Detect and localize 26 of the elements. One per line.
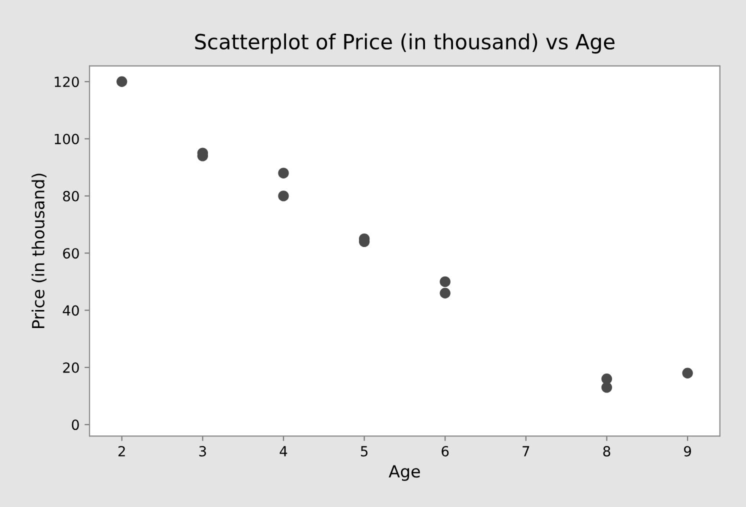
point xyxy=(440,288,450,298)
y-tick-label: 80 xyxy=(63,190,79,202)
x-axis-title: Age xyxy=(388,465,420,481)
y-tick-label: 0 xyxy=(72,420,79,430)
x-tick-label: 5 xyxy=(360,446,368,456)
x-tick-label: 4 xyxy=(280,446,288,456)
chart-title: Scatterplot of Price (in thousand) vs Age xyxy=(195,33,615,54)
y-tick-label: 60 xyxy=(63,248,79,259)
x-tick-label: 6 xyxy=(442,446,449,456)
point xyxy=(682,368,693,378)
x-tick-label: 9 xyxy=(684,446,692,456)
x-tick-label: 3 xyxy=(199,446,206,456)
point xyxy=(278,190,289,202)
point xyxy=(601,382,612,393)
y-tick-label: 20 xyxy=(63,362,79,373)
x-tick-label: 7 xyxy=(522,446,530,456)
y-tick-label: 100 xyxy=(54,134,79,144)
point xyxy=(116,76,128,87)
x-tick-label: 8 xyxy=(603,446,610,456)
point xyxy=(601,374,612,384)
y-tick-label: 40 xyxy=(62,305,79,316)
point xyxy=(440,276,450,288)
point xyxy=(278,168,289,178)
x-tick-label: 2 xyxy=(118,446,125,456)
y-axis-title: Price (in thousand) xyxy=(32,174,46,328)
y-tick-label: 120 xyxy=(54,76,79,88)
